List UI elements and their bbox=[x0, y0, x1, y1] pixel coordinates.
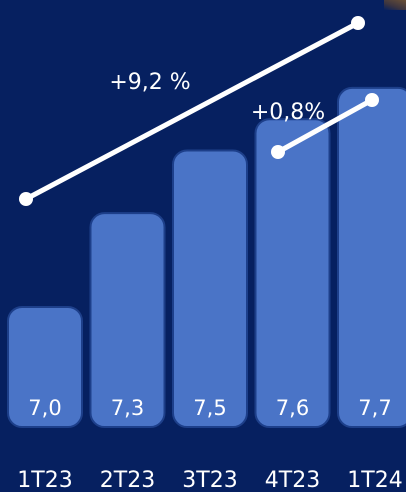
bar-4t23 bbox=[254, 118, 331, 428]
x-tick-labels-group: 1T23 2T23 3T23 4T23 1T24 bbox=[17, 468, 402, 492]
growth-4t23-1t24-label: +0,8% bbox=[251, 100, 325, 125]
value-labels-group: 7,0 7,3 7,5 7,6 7,7 bbox=[28, 396, 391, 420]
bar-1t24 bbox=[337, 86, 406, 428]
value-label-4t23: 7,6 bbox=[276, 396, 309, 420]
value-label-2t23: 7,3 bbox=[111, 396, 144, 420]
growth-1t23-1t24-end-dot bbox=[351, 16, 365, 30]
bar-2t23 bbox=[89, 212, 166, 428]
growth-4t23-1t24-start-dot bbox=[271, 145, 285, 159]
bars-group bbox=[7, 86, 406, 428]
growth-4t23-1t24-end-dot bbox=[365, 93, 379, 107]
growth-1t23-1t24-start-dot bbox=[19, 192, 33, 206]
growth-1t23-1t24-label: +9,2 % bbox=[109, 70, 190, 95]
bar-3t23 bbox=[172, 149, 248, 428]
growth-4t23-1t24-line bbox=[275, 97, 375, 155]
x-tick-1t23: 1T23 bbox=[17, 468, 72, 492]
x-tick-3t23: 3T23 bbox=[182, 468, 237, 492]
bar-1t23 bbox=[7, 306, 83, 428]
growth-1t23-1t24-line bbox=[23, 20, 361, 202]
growth-annotations-group: +9,2 % +0,8% bbox=[19, 16, 379, 206]
value-label-1t24: 7,7 bbox=[358, 396, 391, 420]
corner-decoration bbox=[384, 0, 406, 10]
x-tick-1t24: 1T24 bbox=[347, 468, 402, 492]
value-label-3t23: 7,5 bbox=[193, 396, 226, 420]
x-tick-4t23: 4T23 bbox=[265, 468, 320, 492]
x-tick-2t23: 2T23 bbox=[100, 468, 155, 492]
value-label-1t23: 7,0 bbox=[28, 396, 61, 420]
